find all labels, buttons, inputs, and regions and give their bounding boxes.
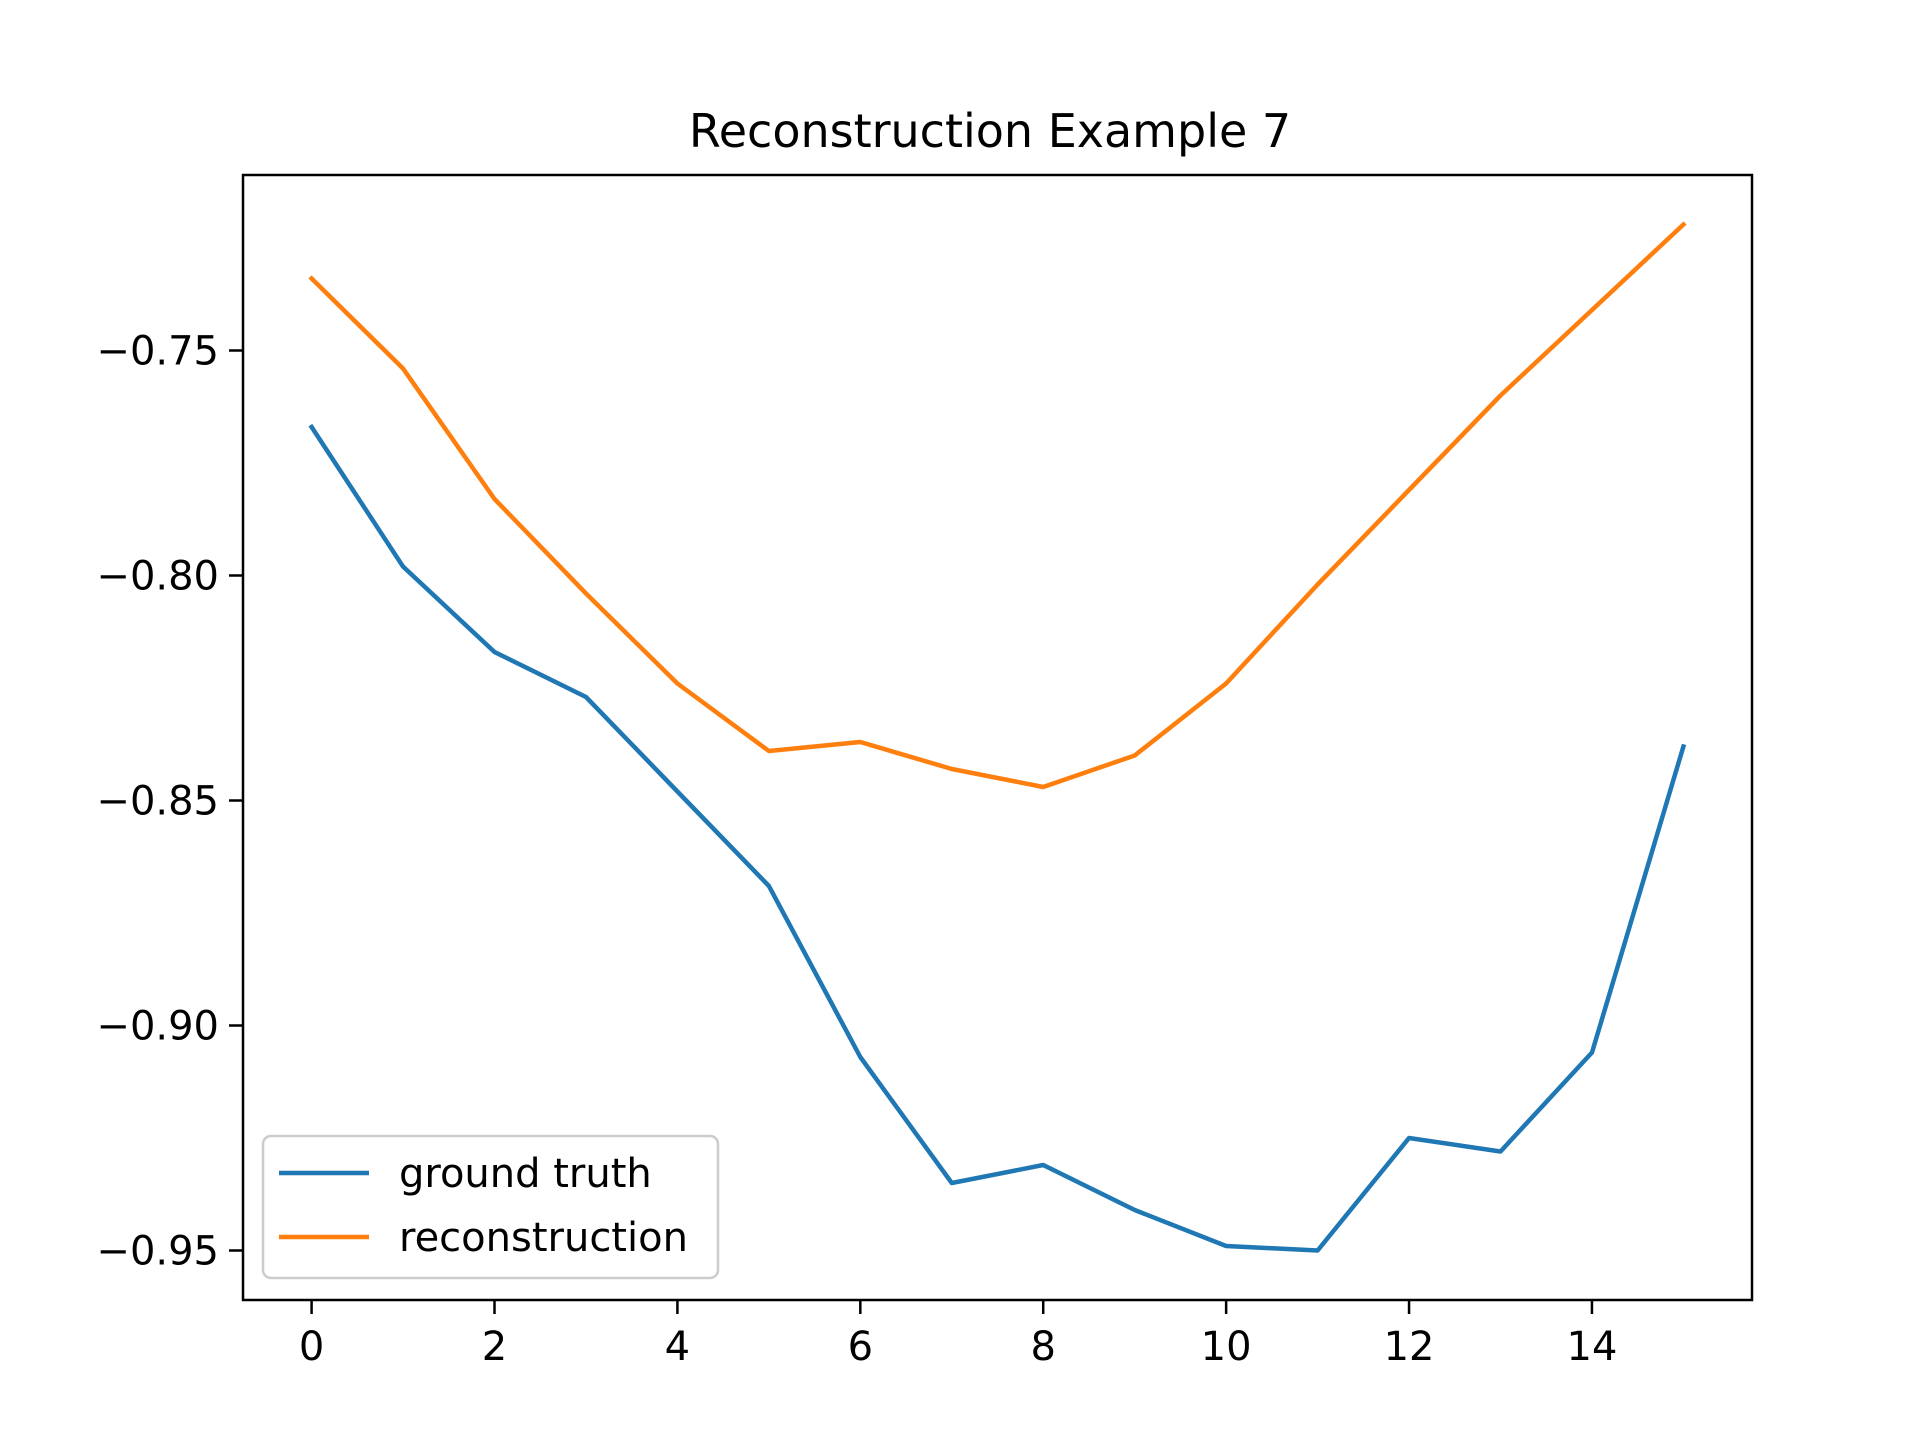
x-tick-label: 12 bbox=[1384, 1324, 1435, 1370]
axes-background bbox=[243, 175, 1752, 1300]
y-tick-label: −0.85 bbox=[96, 779, 219, 825]
y-tick-label: −0.80 bbox=[96, 554, 219, 600]
x-tick-label: 10 bbox=[1201, 1324, 1252, 1370]
series-line-ground-truth bbox=[308, 423, 1687, 1253]
y-tick-label: −0.90 bbox=[96, 1004, 219, 1050]
axis-ticks: 0 2 4 6 8 10 12 14 −0.75 −0.80 −0.85 −0.90 −0.95 bbox=[96, 329, 1617, 1371]
x-tick-label: 0 bbox=[299, 1324, 324, 1370]
y-tick-label: −0.95 bbox=[96, 1229, 219, 1275]
x-tick-label: 2 bbox=[482, 1324, 507, 1370]
x-tick-label: 8 bbox=[1031, 1324, 1056, 1370]
plot-area bbox=[243, 175, 1752, 1300]
x-tick-label: 6 bbox=[848, 1324, 873, 1370]
series-lines bbox=[308, 221, 1687, 1253]
legend-box bbox=[261, 1134, 720, 1280]
chart-title: Reconstruction Example 7 bbox=[689, 104, 1291, 158]
axes-frame bbox=[241, 173, 1754, 1302]
legend-label: ground truth bbox=[399, 1151, 652, 1197]
x-tick-label: 4 bbox=[665, 1324, 690, 1370]
legend-label: reconstruction bbox=[399, 1215, 688, 1261]
legend: ground truth reconstruction bbox=[261, 1134, 720, 1280]
y-tick-label: −0.75 bbox=[96, 329, 219, 375]
series-line-reconstruction bbox=[308, 221, 1687, 790]
x-tick-label: 14 bbox=[1567, 1324, 1618, 1370]
